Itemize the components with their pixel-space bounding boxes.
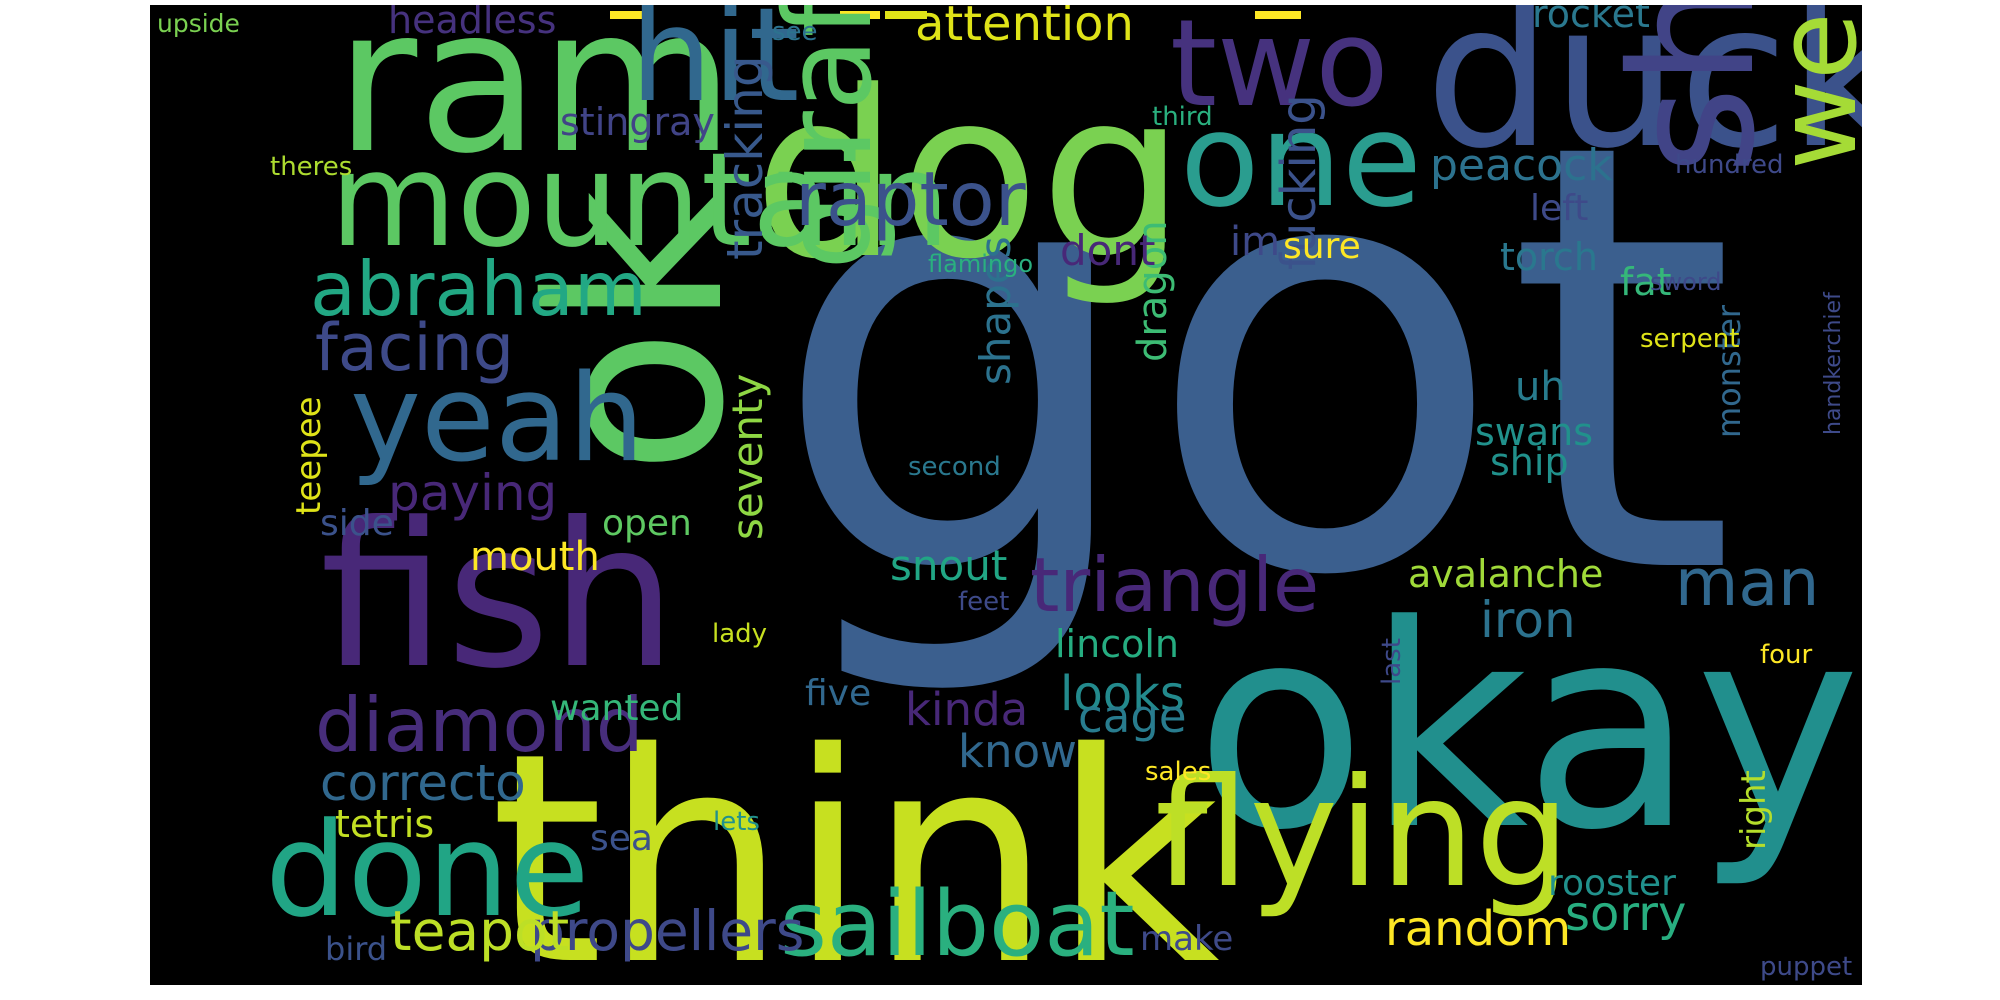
word-sorry: sorry [1565, 886, 1686, 942]
word-wanted: wanted [550, 688, 683, 729]
word-tetris: tetris [335, 802, 434, 846]
word-duck: duck [1425, 5, 1862, 193]
word-correcto: correcto [320, 754, 526, 812]
word-lincoln: lincoln [1055, 622, 1179, 666]
word-flamingo: flamingo [928, 250, 1033, 278]
word-third: third [1152, 102, 1213, 132]
word-see: see [772, 17, 818, 47]
clipped-word-fragment [885, 11, 927, 19]
word-facing: facing [315, 311, 514, 386]
word-sailboat: sailboat [780, 872, 1135, 977]
word-dog: dog [753, 43, 1186, 310]
word-avalanche: avalanche [1408, 552, 1603, 596]
word-raptor: raptor [795, 155, 1026, 243]
word-sure: sure [1283, 226, 1361, 267]
word-puppet: puppet [1760, 952, 1852, 982]
word-weird: weird [1753, 5, 1862, 170]
word-dragon: dragon [1130, 220, 1176, 362]
word-ok: ok [497, 189, 777, 475]
word-make: make [1140, 919, 1233, 959]
word-mouth: mouth [470, 534, 600, 580]
word-lady: lady [712, 619, 767, 649]
word-fish: fish [320, 480, 677, 713]
word-fat: fat [1620, 260, 1672, 304]
word-got: got [770, 18, 1737, 705]
word-looks: looks [1060, 666, 1185, 722]
word-five: five [805, 673, 871, 714]
word-feet: feet [958, 587, 1009, 617]
word-diamond: diamond [315, 681, 644, 769]
word-tracking: tracking [716, 55, 774, 260]
word-shark: shark [1595, 5, 1793, 175]
word-stingray: stingray [560, 100, 715, 144]
word-uh: uh [1515, 364, 1566, 410]
word-torch: torch [1500, 235, 1598, 279]
word-four: four [1760, 640, 1813, 670]
word-random: random [1385, 901, 1571, 957]
word-rocket: rocket [1532, 5, 1650, 36]
word-iron: iron [1480, 591, 1576, 649]
word-open: open [602, 503, 692, 544]
word-right: right [1734, 770, 1774, 850]
word-abraham: abraham [310, 245, 647, 333]
word-fucking: fucking [1271, 94, 1327, 270]
word-attention: attention [915, 5, 1134, 52]
word-yeah: yeah [350, 350, 644, 489]
word-ship: ship [1490, 440, 1569, 484]
word-mountain: mountain [330, 124, 950, 276]
clipped-word-fragment [840, 11, 880, 19]
word-ram: ram [335, 5, 735, 198]
word-giraffe: giraffe [760, 5, 899, 270]
word-know: know [958, 725, 1077, 778]
word-im: im [1230, 219, 1280, 265]
word-done: done [265, 794, 589, 946]
word-handkerchief: handkerchief [1821, 291, 1846, 435]
word-dont: dont [1060, 226, 1155, 275]
word-teepee: teepee [289, 396, 329, 515]
word-cage: cage [1078, 690, 1187, 743]
clipped-word-fragment [610, 11, 646, 19]
word-side: side [320, 503, 394, 544]
word-snout: snout [890, 541, 1007, 590]
word-last: last [1377, 638, 1407, 685]
word-swans: swans [1475, 410, 1593, 454]
word-bird: bird [325, 930, 387, 968]
word-sales: sales [1145, 757, 1211, 787]
word-upside: upside [157, 9, 240, 38]
word-flying: flying [1155, 747, 1570, 921]
word-shapes: shapes [971, 236, 1020, 385]
word-two: two [1170, 5, 1389, 134]
word-serpent: serpent [1640, 324, 1739, 354]
word-headless: headless [388, 5, 556, 42]
word-teapot: teapot [390, 899, 569, 963]
word-left: left [1530, 188, 1588, 229]
word-second: second [908, 452, 1001, 482]
word-theres: theres [270, 152, 352, 182]
word-man: man [1675, 546, 1819, 621]
word-okay: okay [1195, 566, 1861, 892]
word-seventy: seventy [723, 374, 772, 540]
word-monster: monster [1710, 304, 1748, 438]
word-propellers: propellers [530, 899, 804, 963]
word-think: think [490, 692, 1220, 985]
word-rooster: rooster [1548, 863, 1676, 904]
clipped-word-fragment [1255, 11, 1301, 19]
word-triangle: triangle [1030, 541, 1319, 629]
word-lets: lets [713, 807, 760, 837]
word-one: one [1180, 84, 1422, 236]
word-sea: sea [590, 818, 653, 859]
word-paying: paying [388, 464, 557, 522]
word-hundred: hundred [1675, 150, 1784, 180]
word-kinda: kinda [905, 683, 1028, 736]
word-hit: hit [630, 5, 799, 131]
word-sword: sword [1650, 268, 1722, 296]
word-peacock: peacock [1430, 140, 1613, 191]
